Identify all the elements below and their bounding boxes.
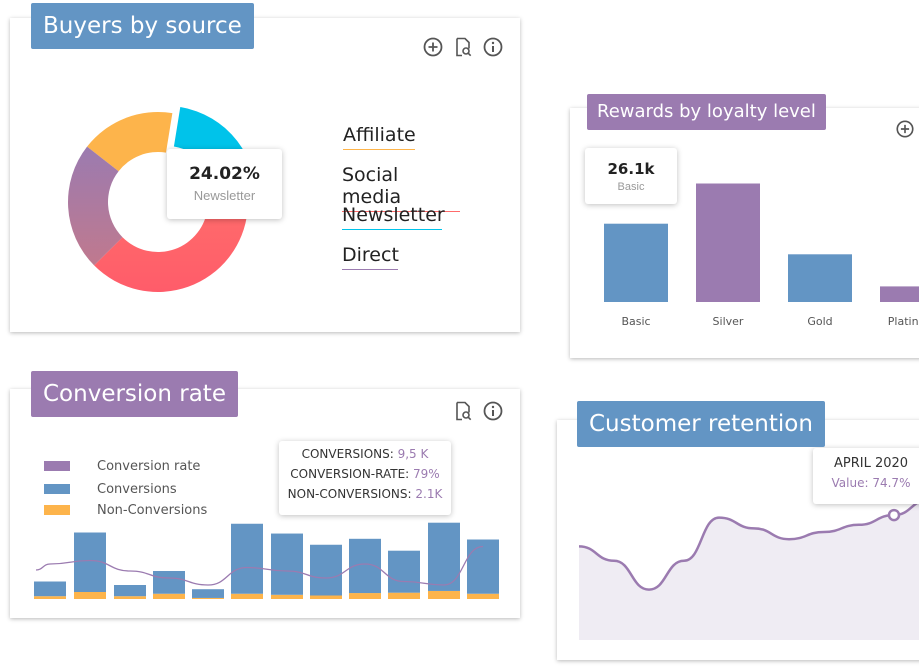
non-conversion-bar[interactable] [74,592,106,599]
conversion-title: Conversion rate [31,371,238,417]
info-icon[interactable] [482,400,504,422]
rewards-tooltip: 26.1k Basic [585,148,677,204]
tooltip-rate-label: CONVERSION-RATE: [290,467,410,481]
legend-affiliate[interactable]: Affiliate [343,124,416,150]
non-conversion-bar[interactable] [271,594,303,599]
tooltip-conversions-label: CONVERSIONS: [301,447,394,461]
non-conversion-bar[interactable] [388,592,420,599]
tooltip-conversions-value: 9,5 K [397,447,429,461]
tooltip-row-non: NON-CONVERSIONS: 2.1K [279,484,451,504]
buyers-title: Buyers by source [31,3,254,49]
rewards-tooltip-label: Basic [617,181,645,193]
legend-swatch-conversion-rate [44,461,70,471]
legend-swatch-conversions [44,484,70,494]
conversion-legend: Conversion rate Conversions Non-Conversi… [44,459,207,518]
buyers-tooltip-value: 24.02% [189,164,260,184]
retention-tooltip: APRIL 2020 Value: 74.7% [813,448,919,504]
info-icon[interactable] [482,36,504,58]
legend-newsletter[interactable]: Newsletter [342,204,445,230]
non-conversion-bar[interactable] [153,593,185,599]
legend-conversion-rate[interactable]: Conversion rate [97,459,200,474]
conversion-tooltip: CONVERSIONS: 9,5 K CONVERSION-RATE: 79% … [279,441,451,515]
tick-label-gold: Gold [807,315,832,328]
legend-direct[interactable]: Direct [342,244,399,270]
conversion-bar[interactable] [231,523,263,594]
conversion-combo-chart: Conversion rate Conversions Non-Conversi… [34,459,499,600]
buyers-tooltip-label: Newsletter [193,188,256,203]
slice-direct[interactable] [68,146,123,266]
slice-affiliate[interactable] [87,112,173,172]
tick-label-basic: Basic [621,315,650,328]
add-circle-icon[interactable] [895,119,915,139]
retention-tooltip-date: APRIL 2020 [833,456,909,471]
retention-area [579,501,919,640]
non-conversion-bar[interactable] [114,596,146,599]
slice-social-media[interactable] [94,206,248,292]
non-conversion-bar[interactable] [34,596,66,599]
non-conversion-bar[interactable] [349,593,381,599]
bar-basic[interactable] [604,223,668,302]
rewards-card: Basic Silver Gold Platinum 26.1k Basic [570,108,919,358]
conversion-bar[interactable] [467,539,499,594]
legend-social-media[interactable]: Social media [342,164,460,212]
retention-card: APRIL 2020 Value: 74.7% [557,420,919,660]
conversion-toolbar [452,400,504,422]
document-search-icon[interactable] [452,400,474,422]
retention-title: Customer retention [577,401,825,447]
retention-tooltip-value: 74.7% [872,476,911,490]
tick-label-platinum: Platinum [888,315,919,328]
retention-line [578,500,919,591]
non-conversion-bar[interactable] [231,593,263,599]
conversion-bar[interactable] [114,585,146,597]
non-conversion-bar[interactable] [192,597,224,599]
tooltip-non-label: NON-CONVERSIONS: [287,487,412,501]
rewards-title: Rewards by loyalty level [587,94,826,130]
conversion-bar[interactable] [34,581,66,597]
conversion-bar[interactable] [271,533,303,595]
non-conversion-bar[interactable] [467,593,499,599]
conversion-card: Conversion rate Conversions Non-Conversi… [10,389,520,618]
bar-silver[interactable] [696,183,760,303]
bar-platinum[interactable] [880,286,919,302]
legend-non-conversions[interactable]: Non-Conversions [97,503,207,518]
conversion-bar[interactable] [310,544,342,596]
conversion-rate-line [35,545,484,586]
rewards-bar-chart: Basic Silver Gold Platinum [604,183,919,328]
non-conversion-bar[interactable] [428,590,460,599]
add-circle-icon[interactable] [422,36,444,58]
conversion-bar[interactable] [192,589,224,598]
tooltip-rate-value: 79% [413,467,440,481]
retention-tooltip-value-row: Value: 74.7% [813,476,919,490]
legend-conversions[interactable]: Conversions [97,482,177,497]
document-search-icon[interactable] [452,36,474,58]
tooltip-row-conversions: CONVERSIONS: 9,5 K [279,444,451,464]
conversion-bar[interactable] [428,522,460,591]
retention-tooltip-label: Value: [831,476,869,490]
buyers-card: 24.02% Newsletter Affiliate Social media… [10,18,520,332]
retention-area-chart [578,500,919,640]
buyers-toolbar [422,36,504,58]
bar-gold[interactable] [788,254,852,302]
conversion-bar[interactable] [388,550,420,593]
buyers-tooltip: 24.02% Newsletter [167,149,282,219]
legend-swatch-non-conversions [44,505,70,515]
tick-label-silver: Silver [713,315,744,328]
tooltip-non-value: 2.1K [415,487,443,501]
tooltip-row-rate: CONVERSION-RATE: 79% [279,464,451,484]
conversion-bar[interactable] [153,571,185,594]
retention-highlight-point[interactable] [887,508,901,522]
non-conversion-bar[interactable] [310,595,342,600]
rewards-tooltip-value: 26.1k [607,160,655,178]
